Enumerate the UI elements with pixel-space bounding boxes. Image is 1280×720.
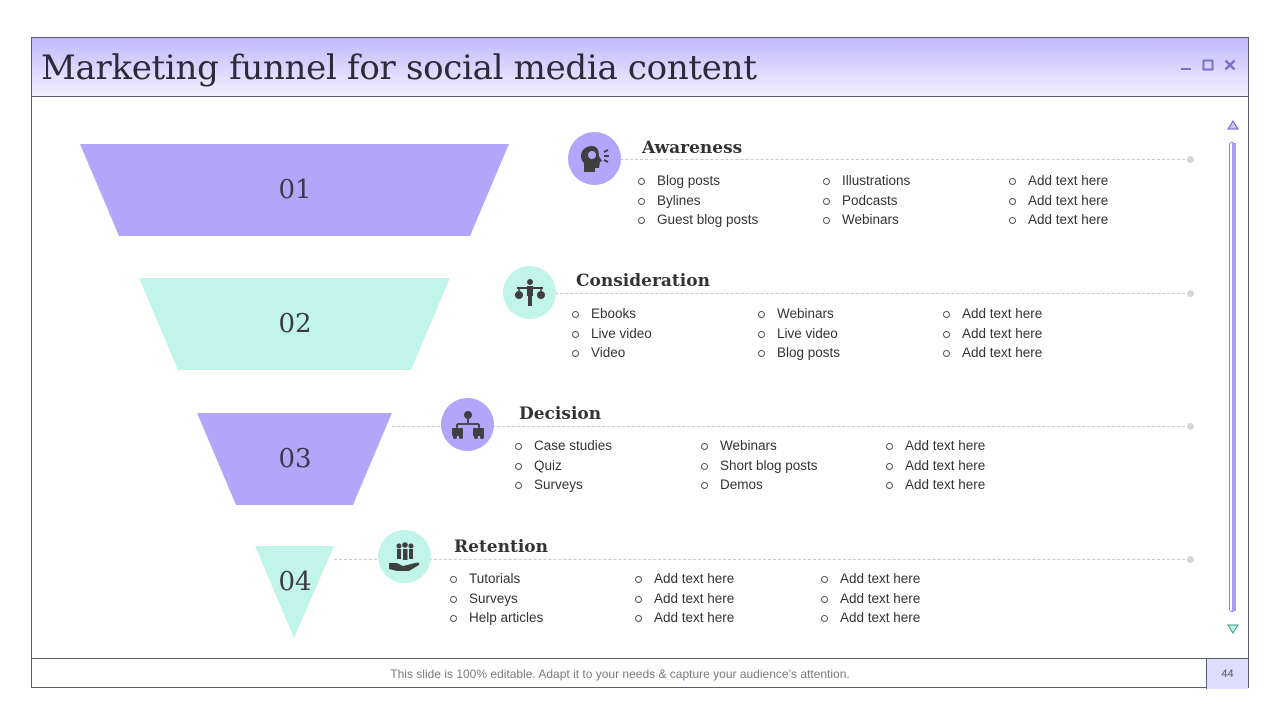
list-item: Webinars — [758, 304, 840, 324]
scrollbar-thumb[interactable] — [1232, 143, 1236, 611]
retention-list-2: Add text here Add text here Add text her… — [635, 569, 734, 628]
funnel-number-1: 01 — [278, 175, 312, 205]
list-item: Add text here — [886, 475, 985, 495]
list-item: Guest blog posts — [638, 210, 758, 230]
hand-people-icon — [378, 530, 431, 583]
funnel-segment-1 — [80, 144, 509, 236]
page-number: 44 — [1206, 659, 1248, 689]
divider-line — [600, 159, 1190, 160]
list-item: Add text here — [635, 589, 734, 609]
divider-line — [334, 559, 1190, 560]
list-item: Bylines — [638, 191, 758, 211]
divider-end-dot — [1187, 290, 1194, 297]
funnel-number-3: 03 — [278, 444, 312, 474]
minimize-icon[interactable] — [1180, 59, 1192, 71]
list-item: Surveys — [515, 475, 612, 495]
list-item: Add text here — [1009, 191, 1108, 211]
list-item: Quiz — [515, 456, 612, 476]
close-icon[interactable] — [1224, 59, 1236, 71]
list-item: Add text here — [1009, 210, 1108, 230]
footer-text: This slide is 100% editable. Adapt it to… — [390, 667, 850, 681]
list-item: Add text here — [635, 569, 734, 589]
list-item: Add text here — [821, 608, 920, 628]
divider-line — [530, 293, 1190, 294]
consideration-list-2: Webinars Live video Blog posts — [758, 304, 840, 363]
funnel-segment-2 — [139, 278, 450, 370]
list-item: Add text here — [886, 436, 985, 456]
awareness-list-2: Illustrations Podcasts Webinars — [823, 171, 910, 230]
list-item: Add text here — [943, 343, 1042, 363]
list-item: Demos — [701, 475, 818, 495]
awareness-list-1: Blog posts Bylines Guest blog posts — [638, 171, 758, 230]
list-item: Help articles — [450, 608, 543, 628]
list-item: Blog posts — [638, 171, 758, 191]
lightbulb-head-icon — [568, 132, 621, 185]
footer: This slide is 100% editable. Adapt it to… — [32, 658, 1248, 689]
funnel-segment-4 — [255, 546, 334, 638]
maximize-icon[interactable] — [1202, 59, 1214, 71]
list-item: Illustrations — [823, 171, 910, 191]
divider-end-dot — [1187, 556, 1194, 563]
funnel-segment-3 — [197, 413, 392, 505]
stage-title-awareness: Awareness — [642, 138, 743, 158]
retention-list-3: Add text here Add text here Add text her… — [821, 569, 920, 628]
list-item: Add text here — [943, 304, 1042, 324]
stage-title-decision: Decision — [519, 404, 602, 424]
list-item: Tutorials — [450, 569, 543, 589]
list-item: Live video — [572, 324, 652, 344]
list-item: Add text here — [821, 569, 920, 589]
decision-tree-icon — [441, 398, 494, 451]
window-title: Marketing funnel for social media conten… — [41, 48, 757, 88]
divider-line — [392, 426, 1190, 427]
list-item: Live video — [758, 324, 840, 344]
list-item: Blog posts — [758, 343, 840, 363]
stage-title-consideration: Consideration — [576, 271, 710, 291]
scrollbar-track[interactable] — [1229, 142, 1236, 612]
decision-list-1: Case studies Quiz Surveys — [515, 436, 612, 495]
list-item: Add text here — [1009, 171, 1108, 191]
list-item: Podcasts — [823, 191, 910, 211]
list-item: Video — [572, 343, 652, 363]
consideration-list-3: Add text here Add text here Add text her… — [943, 304, 1042, 363]
list-item: Add text here — [821, 589, 920, 609]
retention-list-1: Tutorials Surveys Help articles — [450, 569, 543, 628]
vertical-scrollbar[interactable] — [1227, 118, 1239, 636]
funnel-number-2: 02 — [278, 309, 312, 339]
list-item: Webinars — [701, 436, 818, 456]
decision-list-2: Webinars Short blog posts Demos — [701, 436, 818, 495]
decision-list-3: Add text here Add text here Add text her… — [886, 436, 985, 495]
list-item: Surveys — [450, 589, 543, 609]
list-item: Case studies — [515, 436, 612, 456]
list-item: Short blog posts — [701, 456, 818, 476]
funnel-number-4: 04 — [278, 567, 312, 597]
list-item: Add text here — [943, 324, 1042, 344]
title-bar: Marketing funnel for social media conten… — [32, 38, 1248, 97]
divider-end-dot — [1187, 423, 1194, 430]
stage-title-retention: Retention — [454, 537, 548, 557]
list-item: Webinars — [823, 210, 910, 230]
list-item: Ebooks — [572, 304, 652, 324]
list-item: Add text here — [886, 456, 985, 476]
window-controls — [1180, 59, 1236, 71]
person-balance-icon — [503, 266, 556, 319]
scroll-down-icon[interactable] — [1227, 624, 1239, 634]
divider-end-dot — [1187, 156, 1194, 163]
scroll-up-icon[interactable] — [1227, 120, 1239, 130]
awareness-list-3: Add text here Add text here Add text her… — [1009, 171, 1108, 230]
consideration-list-1: Ebooks Live video Video — [572, 304, 652, 363]
list-item: Add text here — [635, 608, 734, 628]
